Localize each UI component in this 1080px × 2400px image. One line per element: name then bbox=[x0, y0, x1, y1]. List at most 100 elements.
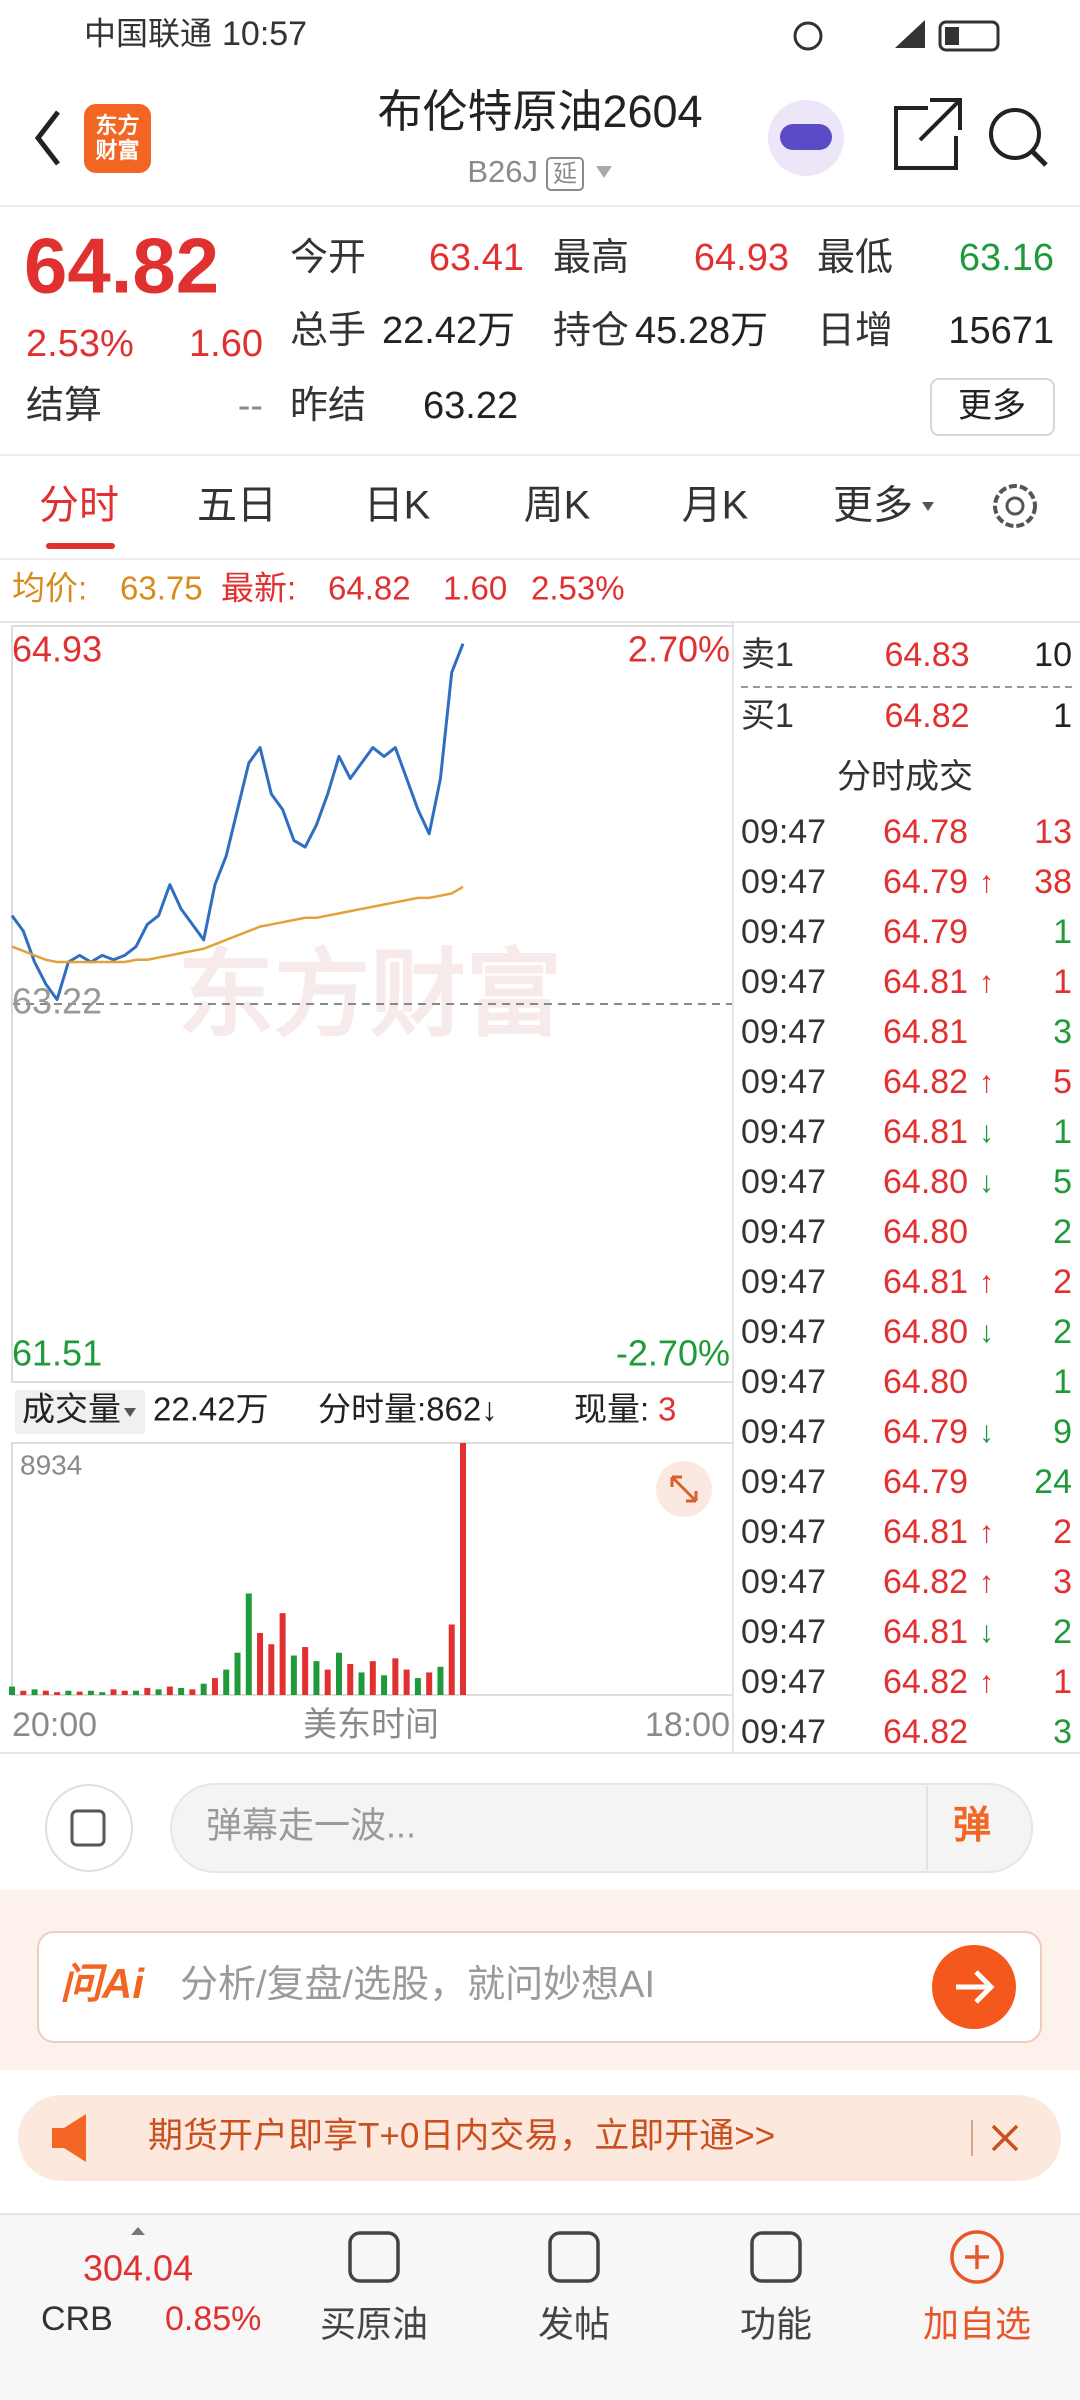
tab-dropdown bbox=[922, 502, 934, 511]
trade-volume: 38 bbox=[1034, 863, 1072, 901]
chart-tab[interactable]: 日K bbox=[364, 484, 431, 528]
volume-bar bbox=[392, 1658, 399, 1695]
current-volume: 3 bbox=[658, 1391, 676, 1428]
nav-icon bbox=[548, 2231, 600, 2283]
price-line bbox=[10, 643, 465, 1002]
code-dropdown[interactable] bbox=[596, 166, 612, 178]
nav-item[interactable]: 发帖 bbox=[538, 2304, 610, 2345]
x-tick-label: 18:00 bbox=[645, 1706, 730, 1744]
trade-time: 09:47 bbox=[741, 1713, 826, 1751]
chart-tab[interactable]: 周K bbox=[524, 484, 591, 528]
more-button-label[interactable]: 更多 bbox=[958, 387, 1026, 425]
trade-volume: 13 bbox=[1034, 813, 1072, 851]
comment-placeholder[interactable]: 弹幕走一波... bbox=[206, 1805, 416, 1846]
y-tick-label: 61.51 bbox=[12, 1333, 102, 1374]
trade-volume: 9 bbox=[1053, 1413, 1072, 1451]
settings-button[interactable] bbox=[993, 484, 1037, 528]
back-button[interactable] bbox=[34, 110, 60, 166]
settle-value: -- bbox=[238, 385, 263, 427]
trade-volume: 5 bbox=[1053, 1063, 1072, 1101]
volume-dropdown bbox=[124, 1408, 136, 1417]
change-amount: 1.60 bbox=[189, 323, 263, 365]
book-label: 卖1 bbox=[741, 636, 794, 674]
volume-bar bbox=[245, 1593, 252, 1695]
volume-bar bbox=[54, 1692, 61, 1695]
volume-bar bbox=[358, 1672, 365, 1695]
battery bbox=[938, 20, 1000, 52]
volume-total: 22.42万 bbox=[153, 1391, 269, 1428]
trade-time: 09:47 bbox=[741, 1513, 826, 1551]
trade-time: 09:47 bbox=[741, 1563, 826, 1601]
trade-price: 64.81 bbox=[883, 1113, 968, 1151]
trade-volume: 3 bbox=[1053, 1713, 1072, 1751]
comment-input[interactable] bbox=[170, 1783, 1033, 1873]
y2-tick-label: -2.70% bbox=[616, 1333, 730, 1374]
trade-arrow: ↑ bbox=[979, 1066, 994, 1099]
trade-time: 09:47 bbox=[741, 913, 826, 951]
battery-level bbox=[945, 27, 959, 45]
trade-time: 09:47 bbox=[741, 1463, 826, 1501]
volume-bar bbox=[155, 1689, 162, 1695]
trade-volume: 24 bbox=[1034, 1463, 1072, 1501]
current-volume-label: 现量: bbox=[574, 1391, 649, 1428]
search-button[interactable] bbox=[989, 108, 1041, 160]
trade-volume: 3 bbox=[1053, 1563, 1072, 1601]
trade-time: 09:47 bbox=[741, 1213, 826, 1251]
trade-price: 64.80 bbox=[883, 1213, 968, 1251]
promo-banner[interactable] bbox=[18, 2095, 1061, 2181]
volume-bar bbox=[460, 1443, 466, 1695]
chart-tab[interactable]: 更多 bbox=[833, 484, 913, 528]
latest-label: 最新: bbox=[221, 570, 296, 607]
ai-input[interactable] bbox=[37, 1931, 1042, 2043]
trade-volume: 5 bbox=[1053, 1163, 1072, 1201]
volume-bar bbox=[9, 1686, 15, 1695]
promo-text[interactable]: 期货开户即享T+0日内交易，立即开通>> bbox=[148, 2116, 775, 2155]
y-tick-label: 64.93 bbox=[12, 629, 102, 670]
trade-price: 64.81 bbox=[883, 1263, 968, 1301]
comment-settings-button[interactable] bbox=[45, 1784, 133, 1872]
danmaku-button[interactable]: 弹 bbox=[953, 1805, 991, 1847]
book-label: 买1 bbox=[741, 697, 794, 735]
volume-bar bbox=[65, 1690, 72, 1695]
nav-item[interactable]: 买原油 bbox=[320, 2304, 428, 2345]
trade-volume: 1 bbox=[1053, 963, 1072, 1001]
change-percent: 2.53% bbox=[26, 323, 134, 365]
last-price: 64.82 bbox=[24, 222, 219, 310]
book-price: 64.82 bbox=[884, 697, 969, 735]
nav-icon-plus bbox=[965, 2245, 989, 2269]
trade-volume: 1 bbox=[1053, 1363, 1072, 1401]
share-button[interactable] bbox=[894, 98, 962, 170]
trade-price: 64.81 bbox=[883, 963, 968, 1001]
volume-bar bbox=[268, 1644, 275, 1695]
volume-bar bbox=[414, 1678, 421, 1695]
trade-arrow: ↓ bbox=[979, 1416, 994, 1449]
tab-underline bbox=[46, 543, 115, 549]
volume-bar bbox=[200, 1683, 207, 1695]
index-change[interactable]: 0.85% bbox=[165, 2300, 261, 2338]
index-value[interactable]: 304.04 bbox=[83, 2248, 193, 2289]
chart-tab[interactable]: 月K bbox=[682, 484, 749, 528]
chart-tab[interactable]: 分时 bbox=[39, 484, 119, 528]
nav-icon bbox=[750, 2231, 802, 2283]
latest-value: 64.82 bbox=[328, 570, 411, 607]
volume-bar bbox=[335, 1652, 342, 1695]
nav-item[interactable]: 功能 bbox=[740, 2304, 812, 2345]
ai-logo: 问Ai bbox=[60, 1960, 145, 2007]
field-value: 63.16 bbox=[959, 237, 1054, 279]
index-name[interactable]: CRB bbox=[41, 2300, 113, 2338]
trade-arrow: ↓ bbox=[979, 1166, 994, 1199]
banner-close[interactable] bbox=[991, 2124, 1019, 2152]
y2-tick-label: 2.70% bbox=[628, 629, 730, 670]
megaphone-icon bbox=[52, 2114, 86, 2162]
ai-placeholder[interactable]: 分析/复盘/选股，就问妙想AI bbox=[180, 1964, 655, 2006]
field-label: 日增 bbox=[817, 310, 893, 352]
more-button[interactable] bbox=[930, 378, 1055, 436]
volume-bar bbox=[448, 1624, 455, 1695]
nav-item[interactable]: 加自选 bbox=[923, 2304, 1031, 2345]
trades-title: 分时成交 bbox=[837, 758, 973, 796]
chart-tab[interactable]: 五日 bbox=[197, 484, 277, 528]
volume-selector[interactable] bbox=[15, 1390, 145, 1434]
volume-bar bbox=[110, 1689, 117, 1695]
carrier: 中国联通 bbox=[84, 15, 212, 51]
